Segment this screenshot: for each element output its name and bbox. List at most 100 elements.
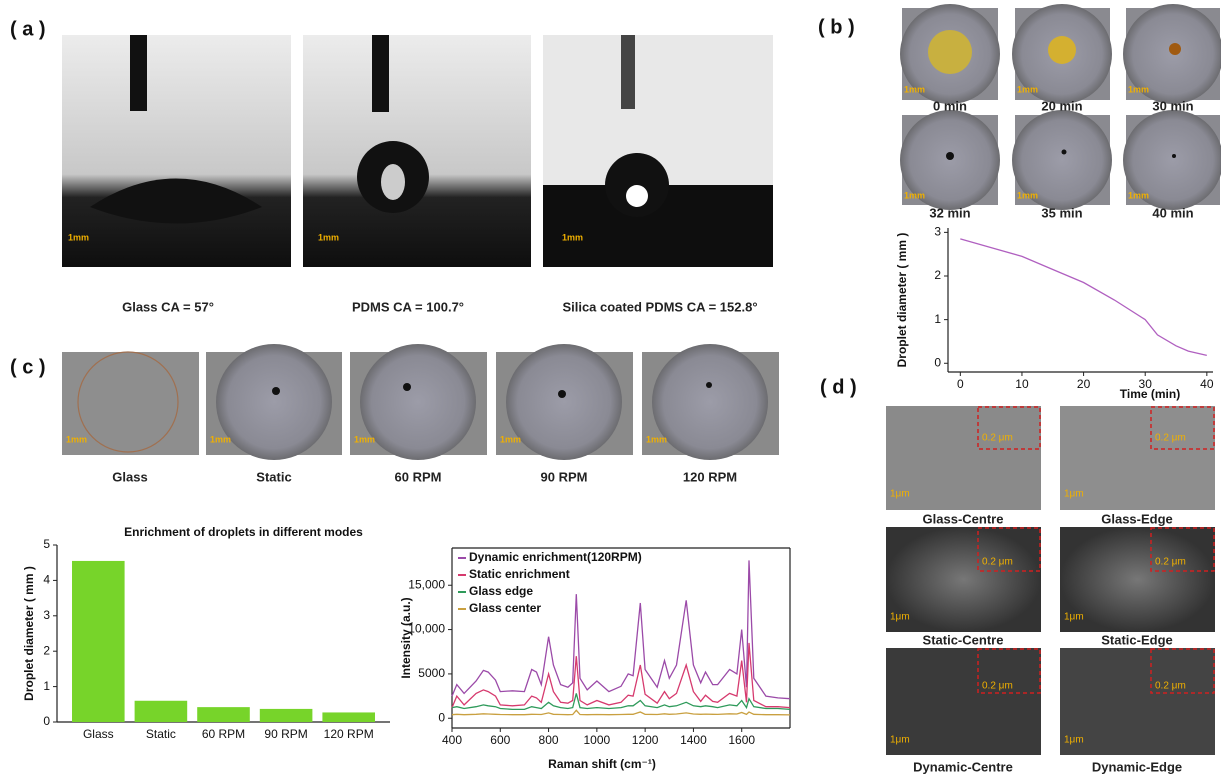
scale-bar: 1mm: [66, 434, 87, 444]
x-tick-label: 400: [442, 733, 462, 747]
sem-label: Dynamic-Edge: [1092, 759, 1182, 774]
legend-label: Glass center: [469, 601, 541, 615]
y-tick-label: 1: [934, 312, 941, 326]
sem-label: Glass-Centre: [923, 511, 1004, 526]
time-label: 40 min: [1152, 205, 1193, 220]
time-label: 32 min: [929, 205, 970, 220]
time-label: 30 min: [1152, 98, 1193, 113]
x-axis-label: Time (min): [1120, 387, 1180, 401]
scale-bar: 1mm: [562, 232, 583, 242]
bar: [260, 709, 313, 722]
x-tick-label: 1000: [584, 733, 611, 747]
scale-bar: 1mm: [1128, 190, 1149, 200]
scale-bar: 1mm: [646, 434, 667, 444]
time-label: 35 min: [1041, 205, 1082, 220]
scale-bar: 1μm: [890, 489, 910, 500]
caption: PDMS CA = 100.7°: [352, 299, 464, 314]
legend-label: Glass edge: [469, 584, 533, 598]
time-label: 0 min: [933, 98, 967, 113]
scale-bar: 1μm: [890, 735, 910, 746]
y-axis-label: Droplet diameter ( mm ): [895, 233, 909, 368]
residue-photos: [62, 344, 779, 460]
x-tick-label: 1400: [680, 733, 707, 747]
inset-scale: 0.2 μm: [982, 681, 1013, 692]
x-tick-label: Glass: [83, 727, 114, 741]
x-tick-label: 60 RPM: [202, 727, 245, 741]
y-tick-label: 10,000: [408, 622, 445, 636]
x-tick-label: 40: [1200, 377, 1214, 391]
panel-label: ( b ): [818, 16, 855, 38]
y-tick-label: 3: [43, 608, 50, 622]
scale-bar: 1mm: [1128, 84, 1149, 94]
photo-label: Glass: [112, 469, 147, 484]
panel-label: ( c ): [10, 356, 46, 378]
y-tick-label: 2: [934, 268, 941, 282]
photo-label: Static: [256, 469, 291, 484]
photo-label: 60 RPM: [395, 469, 442, 484]
figure: ( a ) ( b ) ( c ) ( d ) 1mm 1mm 1mm Glas…: [0, 0, 1221, 778]
y-tick-label: 1: [43, 679, 50, 693]
bar: [322, 712, 375, 722]
caption: Glass CA = 57°: [122, 299, 214, 314]
panel-label: ( d ): [820, 376, 857, 398]
x-tick-label: 20: [1077, 377, 1091, 391]
y-tick-label: 3: [934, 225, 941, 239]
contact-angle-photos: [62, 35, 773, 267]
scale-bar: 1mm: [68, 232, 89, 242]
photo-label: 120 RPM: [683, 469, 737, 484]
x-tick-label: 600: [490, 733, 510, 747]
caption: Silica coated PDMS CA = 152.8°: [562, 299, 757, 314]
scale-bar: 1μm: [890, 612, 910, 623]
sem-label: Dynamic-Centre: [913, 759, 1013, 774]
y-axis-label: Droplet diameter ( mm ): [22, 566, 36, 701]
x-tick-label: 1200: [632, 733, 659, 747]
x-tick-label: Static: [146, 727, 176, 741]
x-tick-label: 90 RPM: [264, 727, 307, 741]
legend-label: Static enrichment: [469, 567, 570, 581]
inset-scale: 0.2 μm: [1155, 557, 1186, 568]
scale-bar: 1mm: [318, 232, 339, 242]
x-tick-label: 1600: [728, 733, 755, 747]
sem-label: Static-Centre: [923, 632, 1004, 647]
scale-bar: 1mm: [500, 434, 521, 444]
y-tick-label: 5: [43, 537, 50, 551]
line: [452, 710, 790, 715]
y-tick-label: 2: [43, 643, 50, 657]
sem-images: [886, 406, 1215, 755]
time-label: 20 min: [1041, 98, 1082, 113]
x-tick-label: 10: [1015, 377, 1029, 391]
scale-bar: 1mm: [1017, 84, 1038, 94]
scale-bar: 1mm: [210, 434, 231, 444]
y-tick-label: 0: [934, 355, 941, 369]
x-tick-label: 800: [539, 733, 559, 747]
scale-bar: 1mm: [354, 434, 375, 444]
sem-label: Glass-Edge: [1101, 511, 1173, 526]
inset-scale: 0.2 μm: [1155, 433, 1186, 444]
line: [960, 239, 1207, 356]
x-tick-label: 120 RPM: [324, 727, 374, 741]
scale-bar: 1μm: [1064, 612, 1084, 623]
scale-bar: 1μm: [1064, 489, 1084, 500]
panel-label: ( a ): [10, 18, 46, 40]
photo-label: 90 RPM: [541, 469, 588, 484]
bar: [135, 701, 188, 722]
scale-bar: 1mm: [1017, 190, 1038, 200]
scale-bar: 1mm: [904, 190, 925, 200]
x-axis-label: Raman shift (cm⁻¹): [548, 757, 656, 771]
scale-bar: 1mm: [904, 84, 925, 94]
bar: [72, 561, 125, 722]
legend-label: Dynamic enrichment(120RPM): [469, 550, 642, 564]
sem-label: Static-Edge: [1101, 632, 1173, 647]
y-tick-label: 0: [438, 710, 445, 724]
inset-scale: 0.2 μm: [1155, 681, 1186, 692]
y-tick-label: 4: [43, 573, 50, 587]
inset-scale: 0.2 μm: [982, 433, 1013, 444]
x-tick-label: 0: [957, 377, 964, 391]
y-axis-label: Intensity (a.u.): [399, 597, 413, 678]
y-tick-label: 15,000: [408, 577, 445, 591]
scale-bar: 1μm: [1064, 735, 1084, 746]
chart-title: Enrichment of droplets in different mode…: [124, 525, 363, 539]
y-tick-label: 5000: [418, 666, 445, 680]
bar: [197, 707, 250, 722]
y-tick-label: 0: [43, 714, 50, 728]
